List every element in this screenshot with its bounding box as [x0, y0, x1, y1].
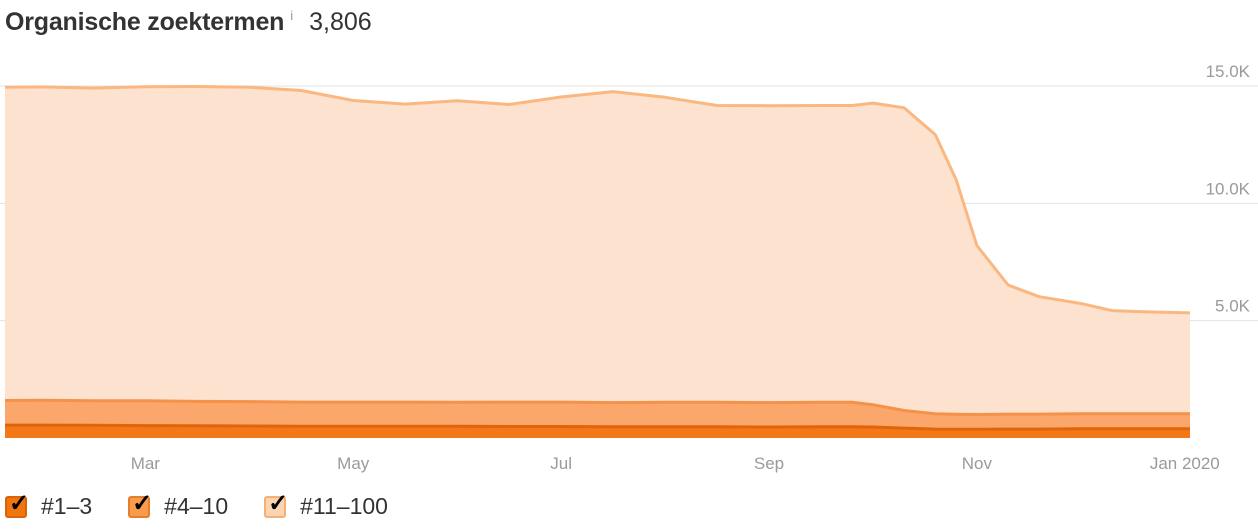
- series-line: [4, 85, 1191, 315]
- y-tick-label: 10.0K: [1206, 179, 1251, 198]
- x-tick-label: Sep: [754, 454, 784, 473]
- total-count: 3,806: [309, 8, 372, 36]
- checkmark-icon: ✓: [268, 489, 289, 517]
- x-tick-label: Jan 2020: [1150, 454, 1220, 473]
- legend-label: #11–100: [300, 493, 388, 519]
- keywords-area-chart: 5.0K 10.0K 15.0K Mar May Jul Sep Nov Jan 2020: [0, 62, 1258, 473]
- info-icon[interactable]: i: [290, 8, 294, 23]
- series-line: [4, 398, 1190, 416]
- y-tick-label: 5.0K: [1215, 297, 1251, 316]
- chart-title: Organische zoektermen: [5, 8, 285, 36]
- legend-item-11-100[interactable]: ✓ #11–100: [264, 491, 388, 520]
- x-tick-label: Mar: [131, 454, 161, 473]
- checkmark-icon: ✓: [9, 489, 30, 517]
- legend-label: #1–3: [41, 493, 93, 519]
- checkbox-4-10[interactable]: ✓: [128, 491, 152, 518]
- legend-item-1-3[interactable]: ✓ #1–3: [5, 491, 93, 520]
- legend-item-4-10[interactable]: ✓ #4–10: [128, 491, 229, 520]
- checkbox-1-3[interactable]: ✓: [5, 491, 29, 518]
- series-line: [5, 423, 1190, 431]
- y-tick-label: 15.0K: [1206, 62, 1251, 81]
- checkmark-icon: ✓: [132, 489, 153, 517]
- checkbox-11-100[interactable]: ✓: [264, 491, 288, 518]
- area-series: [5, 86, 1190, 438]
- x-tick-label: Nov: [962, 454, 993, 473]
- x-tick-label: May: [337, 454, 370, 473]
- legend-label: #4–10: [164, 493, 229, 519]
- legend: ✓ #1–3 ✓ #4–10 ✓ #11–100: [5, 491, 424, 520]
- chart-header: Organische zoektermen i 3,806: [5, 8, 372, 44]
- x-tick-label: Jul: [550, 454, 572, 473]
